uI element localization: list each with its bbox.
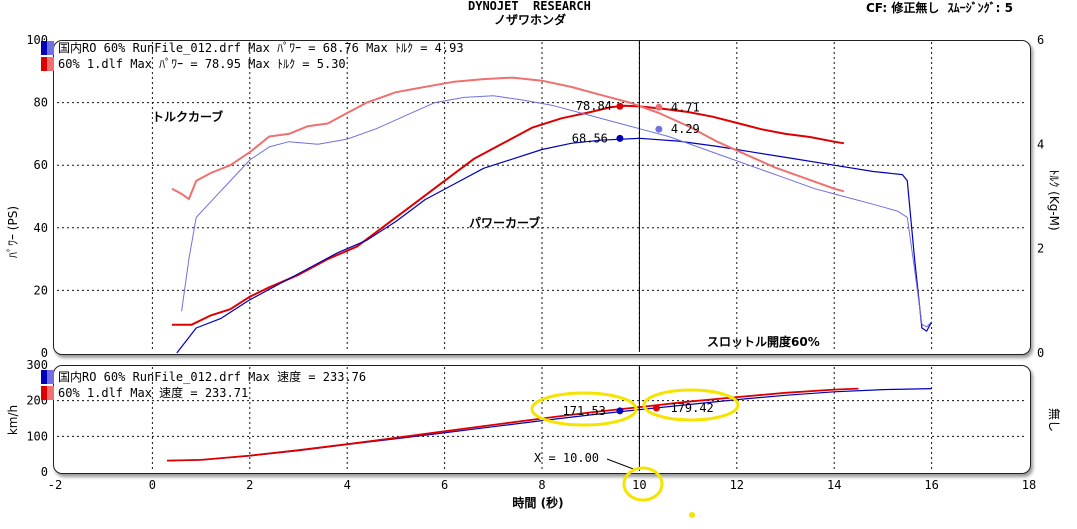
- torque-axis-title: ﾄﾙｸ (Kg-M): [1047, 169, 1061, 230]
- power-axis-title: ﾊﾟﾜｰ (PS): [6, 206, 20, 258]
- time-tick-label: -2: [48, 478, 62, 492]
- speed-axis-title: km/h: [6, 405, 20, 435]
- torque-tick-label: 2: [1037, 242, 1044, 256]
- legend-entry: 60% 1.dlf Max 速度 = 233.71: [58, 385, 248, 400]
- time-tick-label: 10: [632, 478, 646, 492]
- legend-swatch: [41, 370, 48, 384]
- cursor-readout: 179.42: [670, 401, 713, 415]
- highlight-dot: [689, 512, 695, 518]
- legend-swatch: [41, 41, 48, 55]
- speed-right-axis-title: 無し: [1047, 408, 1062, 432]
- legend-swatch: [41, 57, 48, 71]
- time-tick-label: 16: [924, 478, 938, 492]
- cf-smoothing-setting: CF: 修正無し ｽﾑｰｼﾞﾝｸﾞ: 5: [866, 1, 1014, 15]
- speed-tick-label: 0: [41, 465, 48, 479]
- time-tick-label: 6: [441, 478, 448, 492]
- speed-tick-label: 100: [26, 429, 48, 443]
- legend-swatch: [47, 386, 54, 400]
- cursor-marker: [616, 134, 624, 142]
- cursor-marker: [616, 102, 624, 110]
- legend-swatch: [41, 386, 48, 400]
- legend-entry: 国内RO 60% RunFile_012.drf Max ﾊﾟﾜｰ = 68.7…: [58, 41, 464, 55]
- torque-tick-label: 4: [1037, 137, 1044, 151]
- cursor-readout: 78.84: [576, 99, 612, 113]
- time-tick-label: 4: [344, 478, 351, 492]
- power-series-line: [171, 104, 845, 326]
- legend-entry: 国内RO 60% RunFile_012.drf Max 速度 = 233.76: [58, 369, 366, 384]
- torque-series-line: [181, 95, 932, 328]
- time-tick-label: 12: [730, 478, 744, 492]
- torque-tick-label: 6: [1037, 33, 1044, 47]
- cursor-marker: [616, 407, 624, 415]
- cursor-readout: 4.29: [671, 122, 700, 136]
- chart-annotation: スロットル開度60%: [707, 334, 820, 349]
- time-tick-label: 18: [1022, 478, 1036, 492]
- power-series-line: [176, 137, 933, 354]
- cursor-readout: 68.56: [572, 131, 608, 145]
- power-tick-label: 60: [34, 158, 48, 172]
- power-tick-label: 80: [34, 96, 48, 110]
- power-tick-label: 20: [34, 283, 48, 297]
- time-tick-label: 0: [149, 478, 156, 492]
- power-tick-label: 0: [41, 346, 48, 360]
- cursor-marker: [655, 103, 663, 111]
- speed-series-line: [166, 387, 859, 462]
- time-tick-label: 2: [246, 478, 253, 492]
- time-tick-label: 8: [538, 478, 545, 492]
- cursor-leader-line: [606, 458, 637, 471]
- chart-annotation: トルクカーブ: [152, 109, 223, 124]
- cursor-x-readout: X = 10.00: [534, 451, 599, 465]
- legend-entry: 60% 1.dlf Max ﾊﾟﾜｰ = 78.95 Max ﾄﾙｸ = 5.3…: [58, 57, 346, 71]
- legend-swatch: [47, 41, 54, 55]
- cursor-readout: 171.53: [563, 404, 606, 418]
- power-tick-label: 40: [34, 221, 48, 235]
- cursor-marker: [655, 125, 663, 133]
- highlight-ellipse: [530, 391, 638, 427]
- time-axis-title: 時間 (秒): [512, 495, 563, 510]
- speed-series-line: [166, 388, 932, 462]
- report-title: DYNOJET RESEARCH: [468, 0, 591, 13]
- legend-swatch: [47, 370, 54, 384]
- highlight-ellipse: [642, 388, 740, 422]
- speed-tick-label: 300: [26, 358, 48, 372]
- highlight-ellipse: [622, 466, 664, 502]
- chart-annotation: パワーカーブ: [469, 215, 540, 230]
- cursor-readout: 4.71: [671, 100, 700, 114]
- torque-tick-label: 0: [1037, 346, 1044, 360]
- torque-series-line: [171, 76, 845, 201]
- time-tick-label: 14: [827, 478, 841, 492]
- legend-swatch: [47, 57, 54, 71]
- report-subtitle: ノザワホンダ: [494, 13, 567, 27]
- cursor-marker: [652, 404, 660, 412]
